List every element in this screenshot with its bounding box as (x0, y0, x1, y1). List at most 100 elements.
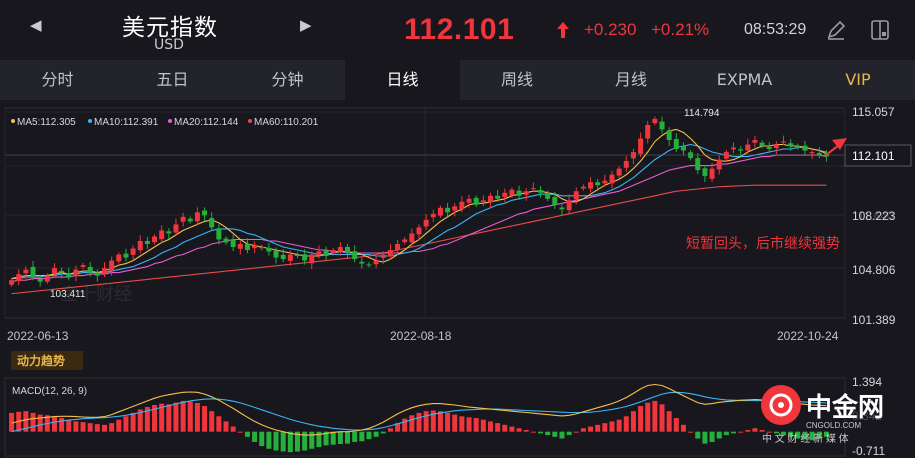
x-tick-end: 2022-10-24 (777, 329, 839, 343)
candle-body (473, 197, 479, 205)
candle-body (523, 191, 529, 195)
indicator-badge[interactable] (11, 351, 83, 370)
candle-body (23, 269, 29, 274)
moving-average-lines (11, 128, 827, 295)
candle-body (16, 274, 22, 282)
candle-body (731, 147, 737, 150)
macd-bar (816, 431, 822, 439)
macd-bar (731, 431, 737, 434)
max-price-label: 114.794 (684, 108, 720, 119)
candle-body (359, 261, 365, 264)
candle-body (759, 142, 765, 147)
annotation-text: 短暂回头，后市继续强势 (686, 235, 840, 251)
candle-body (509, 189, 515, 196)
macd-bar (502, 424, 508, 432)
macd-bar (823, 431, 829, 437)
candle-body (609, 174, 615, 184)
macd-bar (709, 431, 715, 442)
x-tick-mid: 2022-08-18 (390, 329, 452, 343)
macd-bar (423, 411, 429, 432)
macd-bar (37, 414, 43, 432)
candle-body (673, 139, 679, 150)
candle-body (588, 182, 594, 189)
candle-body (345, 246, 351, 254)
candle-body (116, 254, 122, 262)
tab-vip[interactable]: VIP (845, 70, 871, 89)
macd-y-bottom: -0.711 (852, 444, 885, 458)
candle-body (144, 240, 150, 244)
tab-daily[interactable]: 日线 (345, 60, 460, 100)
macd-bar (302, 431, 308, 451)
macd-bar (559, 431, 565, 439)
tab-monthly[interactable]: 月线 (614, 70, 647, 89)
candle-body (795, 146, 801, 148)
tab-weekly[interactable]: 周线 (500, 70, 533, 89)
macd-bar (452, 414, 458, 432)
candle-body (180, 216, 186, 222)
macd-bar (387, 428, 393, 432)
candle-body (752, 139, 758, 143)
candle-body (709, 168, 715, 179)
instrument-code: USD (154, 37, 184, 53)
candle-body (309, 254, 315, 264)
macd-bar (623, 416, 629, 432)
ma10-label: MA10:112.391 (94, 117, 159, 128)
macd-bar (380, 431, 386, 434)
candle-body (816, 152, 822, 156)
chevron-right-icon[interactable]: ▶ (300, 16, 312, 34)
candle-body (680, 146, 686, 151)
candlestick-chart[interactable]: MA5:112.305 MA10:112.391 MA20:112.144 MA… (0, 100, 915, 458)
candle-body (30, 266, 36, 278)
ma20-label: MA20:112.144 (174, 117, 239, 128)
pen-icon[interactable] (824, 18, 848, 42)
macd-bar (294, 431, 300, 452)
candle-body (652, 118, 658, 124)
candle-body (323, 250, 329, 257)
candle-body (452, 206, 458, 211)
candle-body (337, 246, 343, 252)
ma5-dot (11, 119, 15, 123)
tab-intraday[interactable]: 分时 (41, 70, 74, 89)
candle-body (402, 239, 408, 243)
chart-area[interactable]: MA5:112.305 MA10:112.391 MA20:112.144 MA… (0, 100, 915, 458)
macd-bar (66, 419, 72, 432)
split-panel-icon[interactable] (868, 18, 892, 42)
ma60-label: MA60:110.201 (254, 117, 319, 128)
candle-body (559, 207, 565, 210)
ma-legend: MA5:112.305 MA10:112.391 MA20:112.144 MA… (11, 117, 319, 128)
macd-bar (480, 419, 486, 432)
cngold-logo: 中金网 CNGOLD.COM 中 文 财 经 新 媒 体 (761, 385, 884, 445)
macd-bar (523, 429, 529, 432)
candle-body (638, 138, 644, 154)
macd-bar (94, 424, 100, 432)
macd-bar (781, 431, 787, 436)
candle-body (37, 278, 43, 282)
macd-bar (580, 428, 586, 432)
candle-body (59, 270, 65, 273)
instrument-title: 美元指数 (122, 15, 218, 41)
macd-bar (466, 417, 472, 432)
tab-minute[interactable]: 分钟 (271, 70, 304, 89)
candle-body (437, 207, 443, 216)
macd-bar (337, 431, 343, 444)
tab-five-day[interactable]: 五日 (156, 70, 189, 89)
ma10-line (11, 143, 827, 280)
logo-url: CNGOLD.COM (806, 421, 861, 430)
y-tick-bottom: 101.389 (852, 313, 896, 327)
macd-bar (237, 431, 243, 433)
macd-bar (788, 431, 794, 437)
candle-body (252, 245, 258, 249)
macd-bar (459, 416, 465, 432)
candle-body (745, 144, 751, 151)
candle-body (666, 130, 672, 140)
macd-bar (101, 424, 107, 432)
candle-body (738, 149, 744, 151)
chevron-left-icon[interactable]: ◀ (30, 16, 42, 34)
indicator-label: 动力趋势 (17, 353, 65, 368)
macd-bar (366, 431, 372, 440)
ma60-dot (248, 119, 252, 123)
macd-bar (545, 431, 551, 436)
macd-bar (652, 400, 658, 432)
tab-expma[interactable]: EXPMA (716, 70, 773, 89)
quote-time: 08:53:29 (744, 21, 807, 38)
